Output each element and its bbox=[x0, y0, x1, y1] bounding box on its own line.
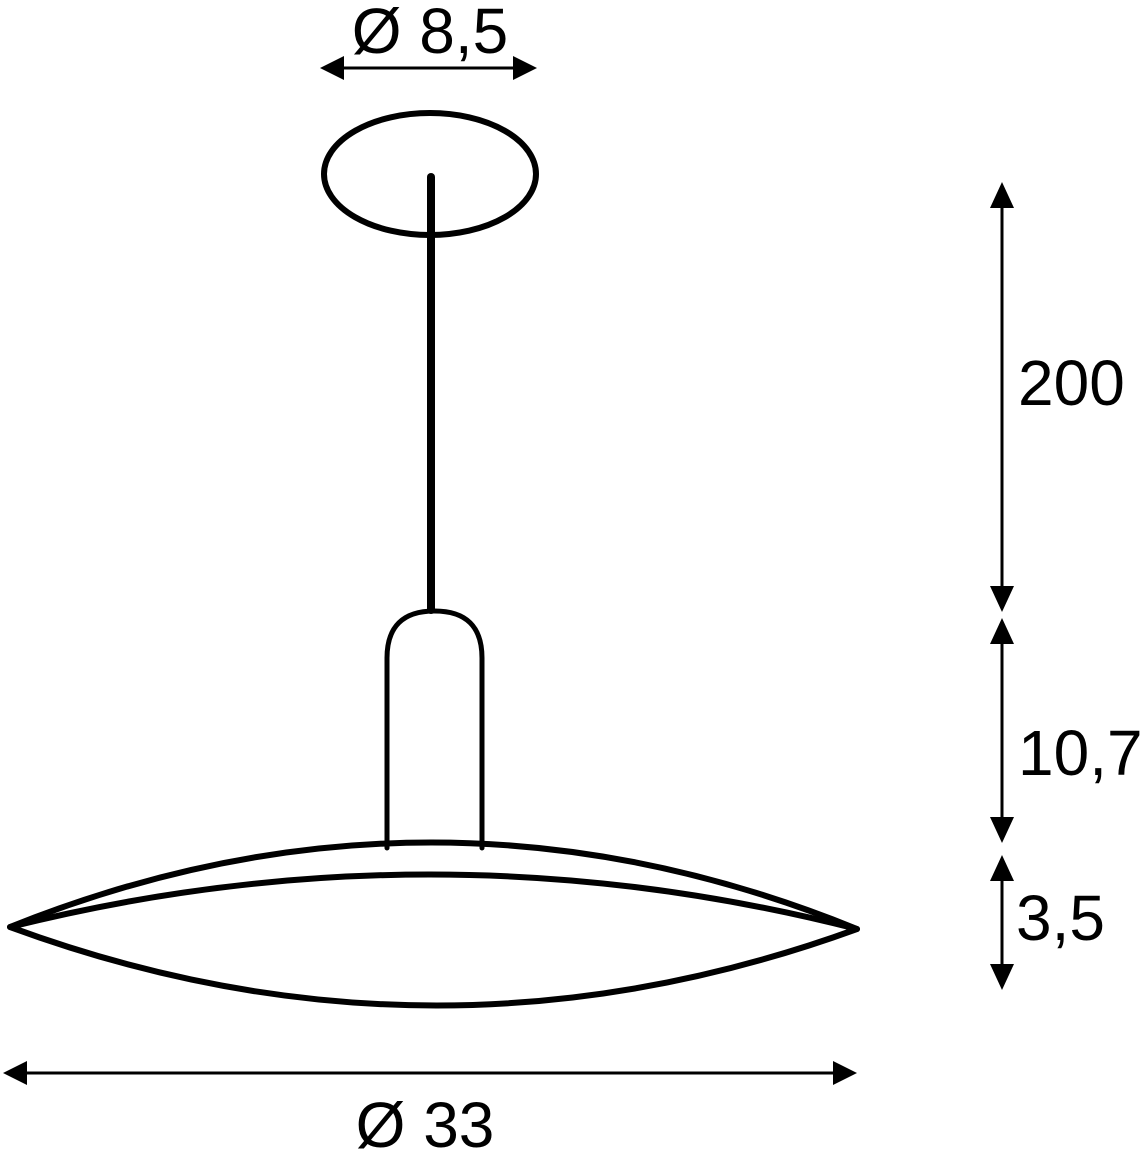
dimension-shade-diameter: Ø 33 bbox=[3, 1061, 857, 1150]
driver-housing bbox=[384, 608, 485, 851]
arrow-down-icon bbox=[990, 586, 1014, 612]
shade-diameter-label: Ø 33 bbox=[356, 1089, 495, 1150]
dimension-shade-height: 3,5 bbox=[990, 855, 1105, 990]
arrow-left-icon bbox=[320, 56, 344, 80]
shade-top-surface bbox=[7, 839, 860, 932]
dimension-housing-height: 10,7 bbox=[990, 618, 1141, 843]
housing-height-label: 10,7 bbox=[1018, 717, 1141, 789]
shade-height-label: 3,5 bbox=[1016, 882, 1105, 954]
dimension-cable-length: 200 bbox=[990, 182, 1125, 612]
canopy-diameter-label: Ø 8,5 bbox=[352, 0, 509, 67]
cable-length-label: 200 bbox=[1018, 347, 1125, 419]
arrow-right-icon bbox=[833, 1061, 857, 1085]
lampshade bbox=[7, 839, 860, 1009]
arrow-up-icon bbox=[990, 618, 1014, 644]
arrow-up-icon bbox=[990, 182, 1014, 208]
shade-dish-outline bbox=[7, 871, 860, 1009]
arrow-right-icon bbox=[513, 56, 537, 80]
arrow-up-icon bbox=[990, 855, 1014, 881]
dimension-canopy-diameter: Ø 8,5 bbox=[320, 0, 537, 80]
arrow-down-icon bbox=[990, 964, 1014, 990]
arrow-left-icon bbox=[3, 1061, 27, 1085]
arrow-down-icon bbox=[990, 817, 1014, 843]
